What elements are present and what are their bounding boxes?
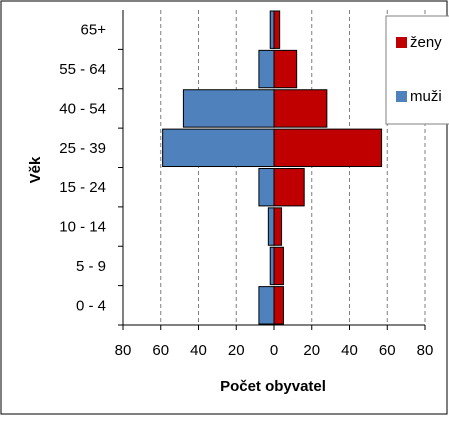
- legend: ženy muži: [385, 15, 449, 125]
- bar-zeny: [273, 167, 305, 207]
- y-tick-label: 55 - 64: [59, 61, 106, 78]
- x-tick-label: 20: [228, 342, 245, 359]
- x-tick-label: 60: [152, 342, 169, 359]
- y-tick-label: 5 - 9: [76, 258, 106, 275]
- bar-muzi: [258, 167, 275, 207]
- bar-zeny: [273, 49, 298, 89]
- legend-box: [385, 15, 449, 125]
- y-tick-label: 15 - 24: [59, 179, 106, 196]
- bar-muzi: [258, 49, 275, 89]
- axes: [118, 10, 426, 330]
- y-tick-label: 0 - 4: [76, 297, 106, 314]
- legend-label-muzi: muži: [410, 88, 442, 105]
- y-tick-label: 25 - 39: [59, 140, 106, 157]
- y-tick-label: 65+: [81, 22, 107, 39]
- bar-muzi: [162, 128, 275, 168]
- bar-zeny: [273, 286, 284, 325]
- x-tick-label: 80: [417, 342, 434, 359]
- legend-swatch-muzi: [396, 91, 407, 102]
- y-tick-label: 10 - 14: [59, 219, 106, 236]
- bar-muzi: [182, 89, 275, 128]
- legend-swatch-zeny: [396, 37, 407, 48]
- bar-muzi: [267, 207, 275, 246]
- bar-zeny: [273, 246, 284, 286]
- x-tick-label: 60: [379, 342, 396, 359]
- x-tick-label: 20: [303, 342, 320, 359]
- x-tick-label: 0: [270, 342, 278, 359]
- bar-zeny: [273, 89, 328, 128]
- y-tick-label: 40 - 54: [59, 100, 106, 117]
- tick-labels: 80 60 40 20 0 20 40 60 80 0 - 4 5 - 9 10 - 14 15 - 2…: [59, 22, 433, 359]
- bar-muzi: [258, 286, 275, 325]
- bar-muzi: [269, 246, 275, 286]
- x-axis-label: Počet obyvatel: [220, 378, 326, 395]
- bar-muzi: [269, 10, 275, 49]
- bar-zeny: [273, 207, 283, 246]
- legend-label-zeny: ženy: [410, 34, 442, 51]
- x-tick-label: 80: [115, 342, 132, 359]
- bar-zeny: [273, 128, 383, 168]
- y-axis-label: Věk: [27, 156, 44, 183]
- x-tick-label: 40: [190, 342, 207, 359]
- bars: [162, 10, 383, 325]
- x-tick-label: 40: [341, 342, 358, 359]
- bar-zeny: [273, 10, 281, 49]
